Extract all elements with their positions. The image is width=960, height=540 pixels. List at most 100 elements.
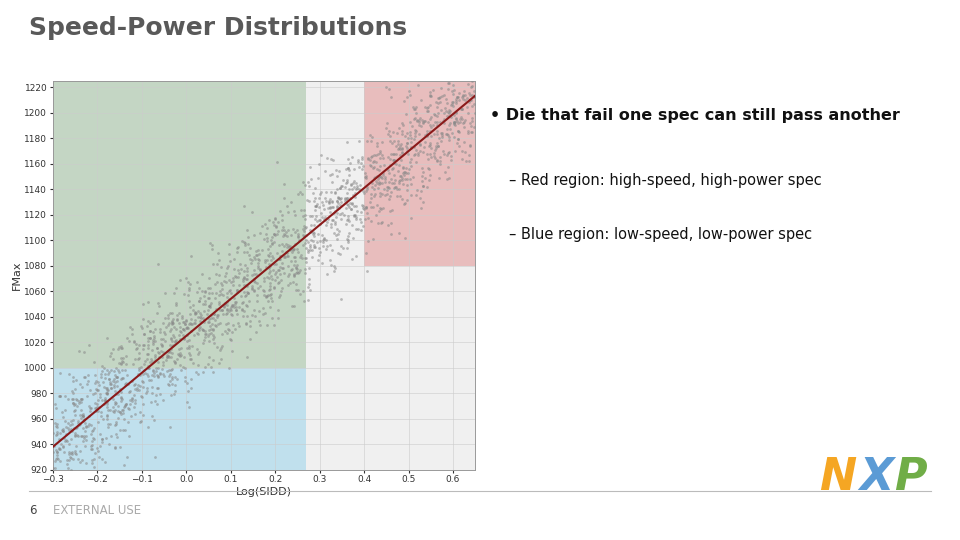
Point	[99, 412, 114, 421]
Point	[142, 327, 157, 335]
Point	[392, 151, 407, 159]
Point	[228, 272, 243, 280]
Point	[274, 252, 289, 260]
Point	[118, 379, 133, 387]
Point	[367, 163, 382, 171]
Point	[100, 422, 115, 431]
Point	[339, 244, 354, 253]
Point	[164, 318, 180, 327]
Point	[327, 218, 343, 226]
Point	[261, 273, 276, 282]
Point	[167, 336, 182, 345]
Point	[78, 442, 93, 450]
Point	[135, 377, 151, 386]
Point	[270, 306, 285, 314]
Point	[372, 148, 388, 157]
Point	[317, 215, 332, 224]
Point	[196, 318, 211, 326]
Point	[448, 99, 464, 107]
Point	[108, 400, 123, 409]
Point	[353, 226, 369, 234]
Point	[110, 342, 126, 351]
Point	[122, 396, 137, 405]
Point	[112, 443, 128, 451]
Point	[451, 142, 467, 151]
Point	[260, 291, 276, 299]
Point	[248, 312, 263, 320]
Point	[148, 356, 163, 364]
Point	[410, 151, 425, 159]
Point	[421, 150, 437, 158]
Point	[235, 276, 251, 285]
Point	[382, 192, 397, 200]
Point	[413, 114, 428, 123]
Point	[428, 98, 444, 106]
Point	[113, 388, 129, 396]
Point	[54, 408, 69, 416]
Point	[391, 137, 406, 146]
Point	[351, 185, 367, 193]
Point	[165, 341, 180, 349]
Point	[179, 317, 194, 326]
Point	[212, 346, 228, 354]
Point	[348, 252, 364, 260]
Point	[289, 268, 304, 276]
Point	[134, 323, 150, 332]
Point	[80, 380, 95, 389]
Point	[396, 97, 412, 106]
Point	[98, 434, 113, 442]
Point	[56, 448, 71, 456]
Point	[263, 293, 278, 302]
Point	[349, 184, 365, 192]
Point	[420, 130, 435, 139]
Point	[231, 322, 247, 331]
Point	[195, 326, 210, 334]
Point	[450, 126, 466, 135]
Point	[273, 255, 288, 264]
Point	[164, 341, 180, 350]
Point	[419, 104, 434, 112]
Point	[341, 229, 356, 238]
Point	[197, 329, 212, 338]
Point	[170, 375, 185, 383]
Point	[305, 237, 321, 246]
Point	[237, 261, 252, 269]
Point	[124, 394, 139, 402]
Point	[252, 266, 267, 274]
Point	[48, 457, 63, 465]
Point	[142, 327, 157, 336]
Point	[432, 157, 447, 165]
Point	[131, 355, 146, 364]
Point	[49, 451, 64, 460]
Point	[434, 91, 449, 100]
Point	[338, 165, 353, 173]
Point	[74, 455, 89, 464]
Point	[99, 386, 114, 394]
Point	[285, 224, 300, 233]
Text: N: N	[820, 456, 856, 500]
Point	[321, 204, 336, 213]
Point	[98, 397, 113, 406]
Point	[339, 195, 354, 204]
Point	[107, 381, 122, 390]
Point	[90, 407, 106, 416]
Point	[272, 240, 287, 249]
Point	[418, 117, 433, 125]
Point	[348, 202, 364, 211]
Point	[196, 299, 211, 308]
Point	[133, 416, 149, 425]
Point	[178, 273, 193, 282]
Point	[413, 140, 428, 149]
Point	[231, 269, 247, 278]
Point	[318, 245, 333, 253]
Point	[237, 238, 252, 247]
Point	[167, 333, 182, 342]
Point	[106, 354, 121, 363]
Point	[400, 134, 416, 143]
X-axis label: Log(SIDD): Log(SIDD)	[236, 487, 292, 497]
Point	[68, 423, 84, 432]
Point	[297, 239, 312, 247]
Point	[87, 398, 103, 407]
Point	[420, 130, 435, 139]
Point	[295, 224, 310, 233]
